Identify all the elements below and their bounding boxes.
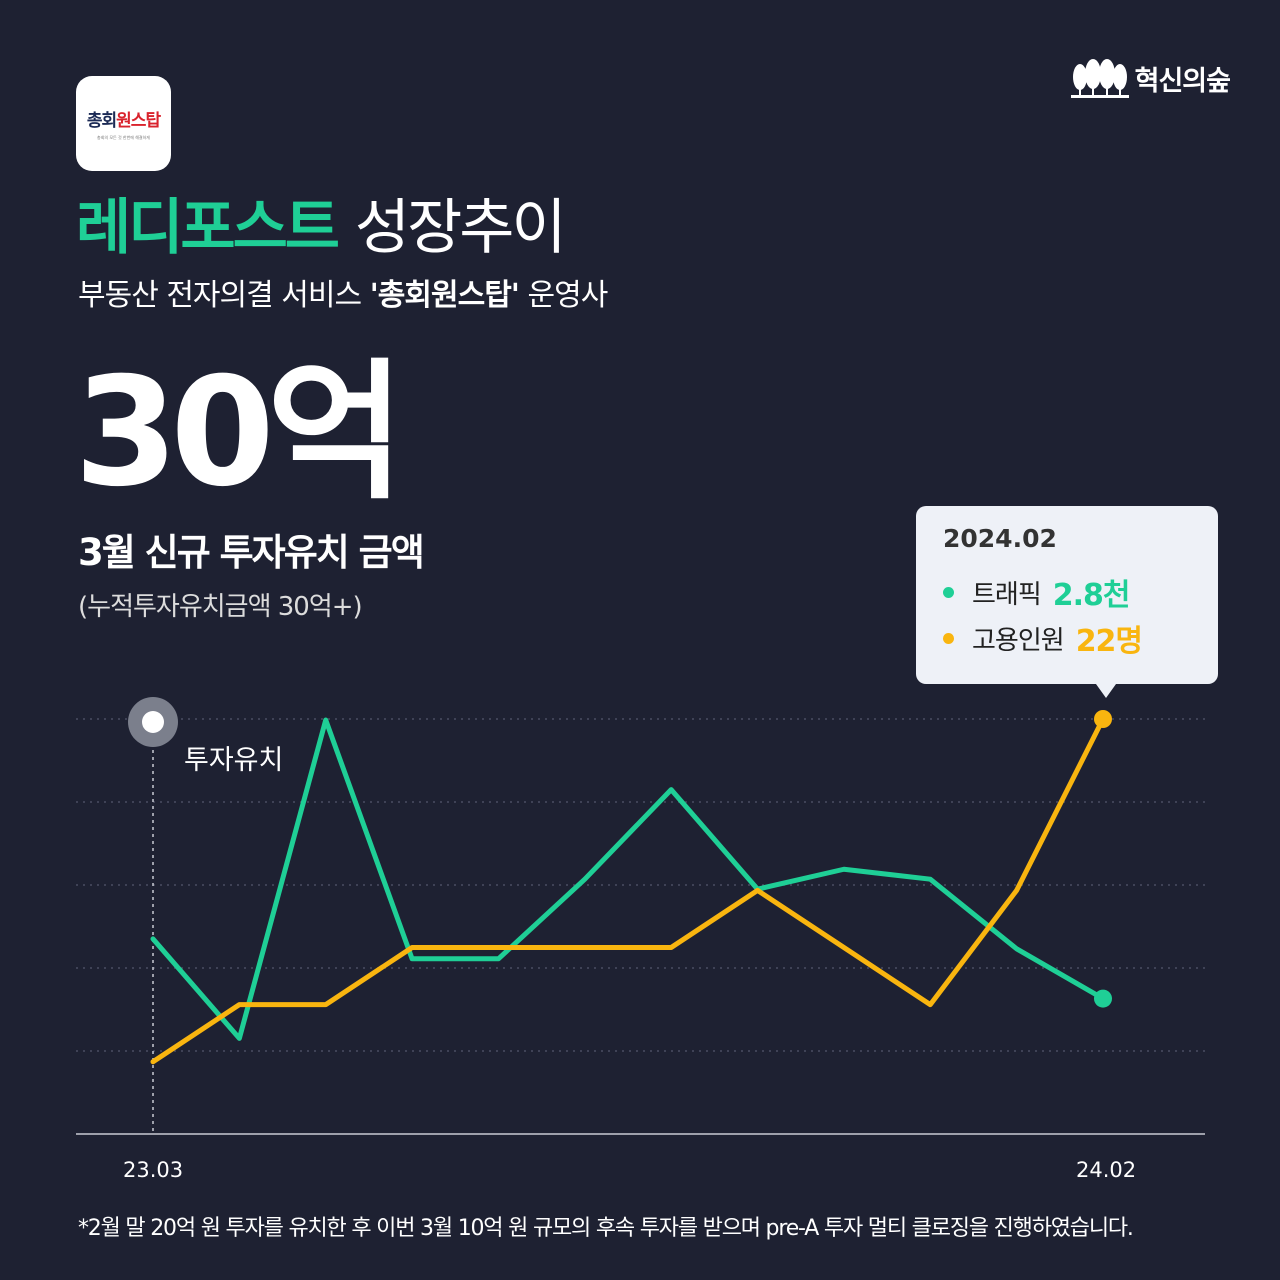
employees-dot [943, 632, 954, 644]
forest-trees-icon [1070, 59, 1129, 98]
data-tooltip: 2024.02 트래픽 2.8천 고용인원 22명 [916, 506, 1218, 698]
x-tick-label-end: 24.02 [1076, 1158, 1137, 1182]
tooltip-employees-label: 고용인원 [972, 625, 1065, 656]
brand-text: 혁신의숲 [1134, 65, 1231, 97]
tooltip-row-employees: 고용인원 22명 [943, 616, 1143, 660]
annotation-label: 투자유치 [184, 745, 284, 776]
series-line-1 [150, 716, 1106, 1065]
title-company: 레디포스트 [76, 193, 340, 263]
tooltip-date: 2024.02 [943, 524, 1057, 553]
headline-label: 3월 신규 투자유치 금액 [78, 531, 425, 574]
app-logo-tile: 총회원스탑 총회의 모든 것 한번에 해결하게 [76, 76, 171, 171]
title-topic: 성장추이 [354, 193, 567, 263]
tooltip-employees-value: 22명 [1075, 624, 1143, 659]
data-point-1-11 [1094, 710, 1112, 728]
series-line-0 [150, 717, 1106, 1041]
headline-value: 30억 [74, 346, 405, 520]
footnote: *2월 말 20억 원 투자를 유치한 후 이번 3월 10억 원 규모의 후속… [78, 1216, 1134, 1241]
page-title: 레디포스트 성장추이 [76, 188, 567, 268]
tooltip-row-traffic: 트래픽 2.8천 [943, 570, 1131, 614]
app-logo-name: 총회원스탑 [86, 111, 161, 131]
x-tick-label-start: 23.03 [123, 1158, 184, 1182]
headline-sub: (누적투자유치금액 30억+) [78, 592, 363, 622]
brand-logo: 혁신의숲 [1070, 56, 1231, 100]
tooltip-traffic-label: 트래픽 [972, 579, 1042, 610]
traffic-dot [943, 586, 954, 598]
data-point-0-11 [1094, 989, 1112, 1008]
app-logo-tagline: 총회의 모든 것 한번에 해결하게 [97, 135, 150, 140]
tooltip-traffic-value: 2.8천 [1052, 578, 1131, 613]
annotation-marker-dot [142, 711, 164, 733]
page-subtitle: 부동산 전자의결 서비스 '총회원스탑' 운영사 [78, 278, 608, 313]
